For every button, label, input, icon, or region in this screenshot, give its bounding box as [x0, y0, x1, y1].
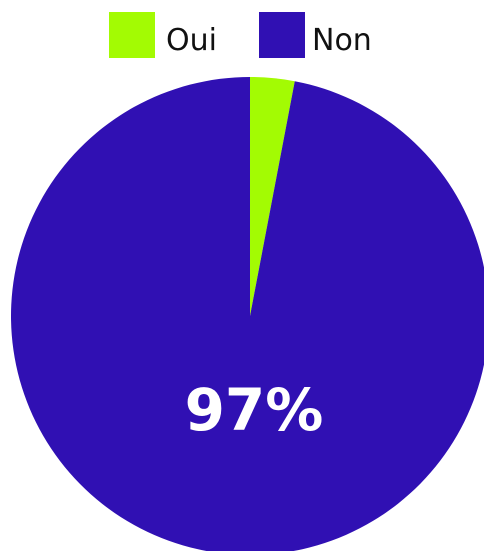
- legend-swatch-non: [259, 12, 305, 58]
- pie-slices: [11, 77, 484, 551]
- pie-slice-non: [11, 77, 484, 551]
- legend: Oui Non: [109, 12, 372, 58]
- pie-slice-oui: [250, 77, 295, 316]
- legend-label-oui: Oui: [166, 23, 217, 58]
- legend-label-non: Non: [312, 23, 372, 58]
- data-label-non: 97%: [185, 376, 324, 444]
- pie-data-labels: 97%: [185, 376, 324, 444]
- legend-swatch-oui: [109, 12, 155, 58]
